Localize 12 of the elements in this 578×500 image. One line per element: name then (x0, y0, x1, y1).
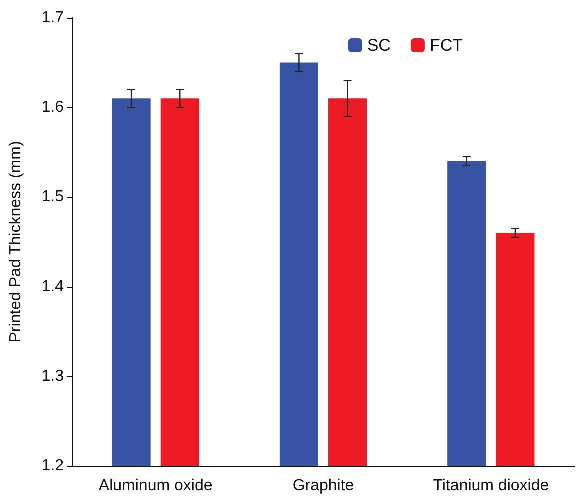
legend-label: FCT (430, 36, 463, 55)
y-tick-label: 1.4 (42, 278, 64, 296)
x-tick-label: Aluminum oxide (98, 478, 213, 494)
y-tick-label: 1.2 (42, 458, 64, 474)
x-tick-label: Titanium dioxide (433, 478, 550, 494)
y-axis-title: Printed Pad Thickness (mm) (8, 141, 24, 343)
legend-label: SC (367, 36, 391, 55)
y-tick-label: 1.6 (42, 99, 64, 116)
x-tick-label: Graphite (292, 478, 354, 494)
y-tick-label: 1.7 (42, 10, 64, 26)
y-tick-label: 1.3 (42, 368, 64, 385)
y-tick-label: 1.5 (42, 188, 64, 206)
